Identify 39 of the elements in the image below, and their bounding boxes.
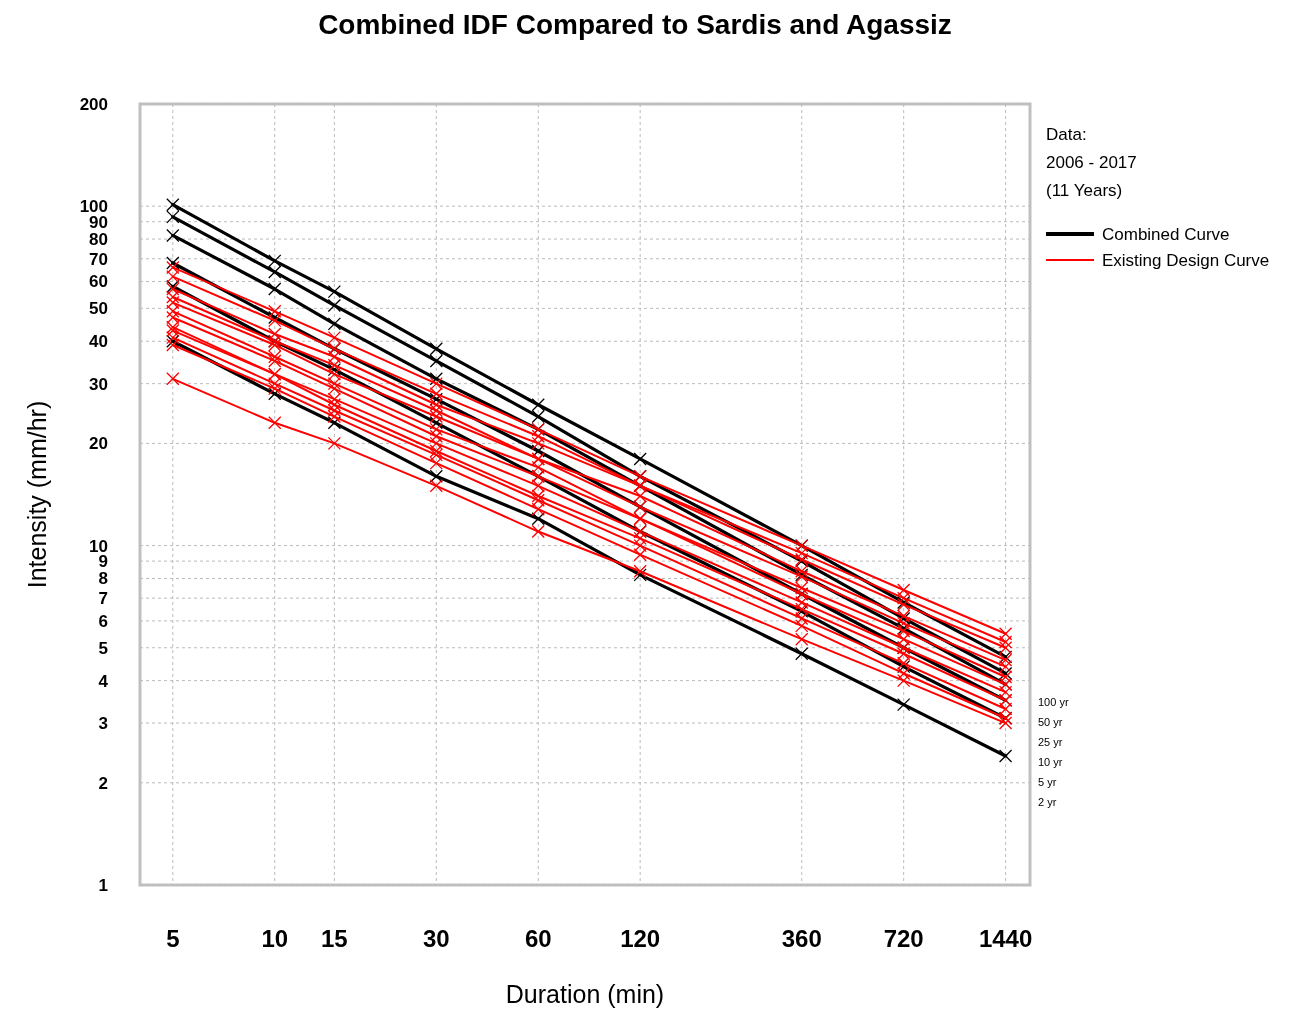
x-tick-label: 120	[620, 925, 661, 952]
x-axis-title: Duration (min)	[505, 980, 665, 1008]
x-tick-label: 30	[422, 925, 450, 952]
legend-title: Data:	[1046, 125, 1087, 144]
text: (11 Years)	[1046, 181, 1123, 200]
y-tick-label: 70	[89, 249, 108, 269]
y-tick-label: 6	[98, 611, 108, 631]
x-tick-label: 60	[524, 925, 552, 952]
x-tick-label: 10	[261, 925, 289, 952]
text: 2006 - 2017	[1046, 153, 1137, 172]
y-tick-label: 8	[98, 569, 108, 589]
x-tick-label: 1440	[978, 925, 1033, 952]
y-tick-label: 3	[98, 714, 108, 734]
text: 10 yr	[1038, 756, 1063, 769]
y-tick-label: 200	[79, 94, 108, 114]
x-tick-label: 720	[883, 925, 924, 952]
text: 100 yr	[1038, 696, 1069, 709]
y-tick-label: 2	[98, 773, 108, 793]
x-tick-label: 5	[166, 925, 180, 952]
text: 2 yr	[1038, 796, 1057, 809]
x-tick-label: 360	[781, 925, 822, 952]
legend-label: Existing Design Curve	[1102, 250, 1270, 270]
legend-label: Combined Curve	[1102, 224, 1230, 244]
text: 50 yr	[1038, 716, 1063, 729]
y-tick-label: 40	[89, 332, 108, 352]
x-tick-label: 15	[321, 925, 348, 952]
y-tick-label: 7	[98, 589, 108, 609]
y-tick-label: 1	[98, 875, 108, 895]
text: 5 yr	[1038, 776, 1057, 789]
y-tick-label: 5	[98, 638, 108, 658]
y-tick-label: 20	[89, 434, 108, 454]
text: 25 yr	[1038, 736, 1063, 749]
y-tick-label: 50	[89, 299, 108, 319]
y-tick-label: 60	[89, 272, 108, 292]
y-tick-label: 4	[98, 671, 109, 691]
chart-title: Combined IDF Compared to Sardis and Agassiz	[318, 9, 952, 40]
y-axis-title: Intensity (mm/hr)	[23, 400, 51, 589]
y-tick-label: 30	[89, 374, 108, 394]
y-tick-label: 80	[89, 230, 108, 250]
